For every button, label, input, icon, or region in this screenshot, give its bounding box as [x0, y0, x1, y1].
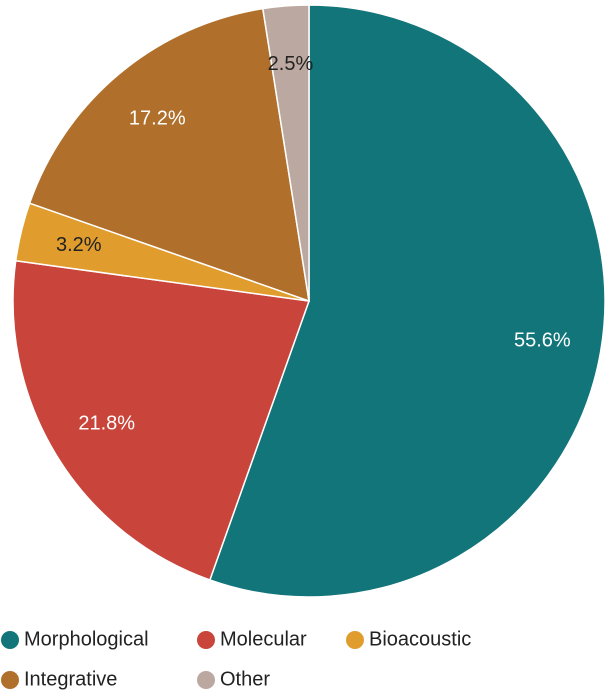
data-label: 3.2% — [56, 234, 102, 256]
pie-slice — [12, 259, 311, 581]
legend-label: Bioacoustic — [369, 628, 471, 650]
legend-label: Morphological — [24, 628, 149, 650]
data-label: 17.2% — [129, 107, 186, 129]
pie-slice — [208, 4, 605, 598]
data-label: 21.8% — [78, 412, 135, 434]
legend-label: Integrative — [24, 668, 117, 690]
pie-slice — [261, 4, 310, 302]
legend-swatch — [197, 631, 215, 649]
pie-slice — [28, 7, 310, 303]
data-label: 2.5% — [268, 53, 314, 75]
legend-swatch — [1, 671, 19, 689]
legend-label: Other — [220, 668, 270, 690]
legend-swatch — [1, 631, 19, 649]
data-label: 55.6% — [514, 330, 571, 352]
legend-swatch — [346, 631, 364, 649]
legend-label: Molecular — [220, 628, 307, 650]
legend-swatch — [197, 671, 215, 689]
